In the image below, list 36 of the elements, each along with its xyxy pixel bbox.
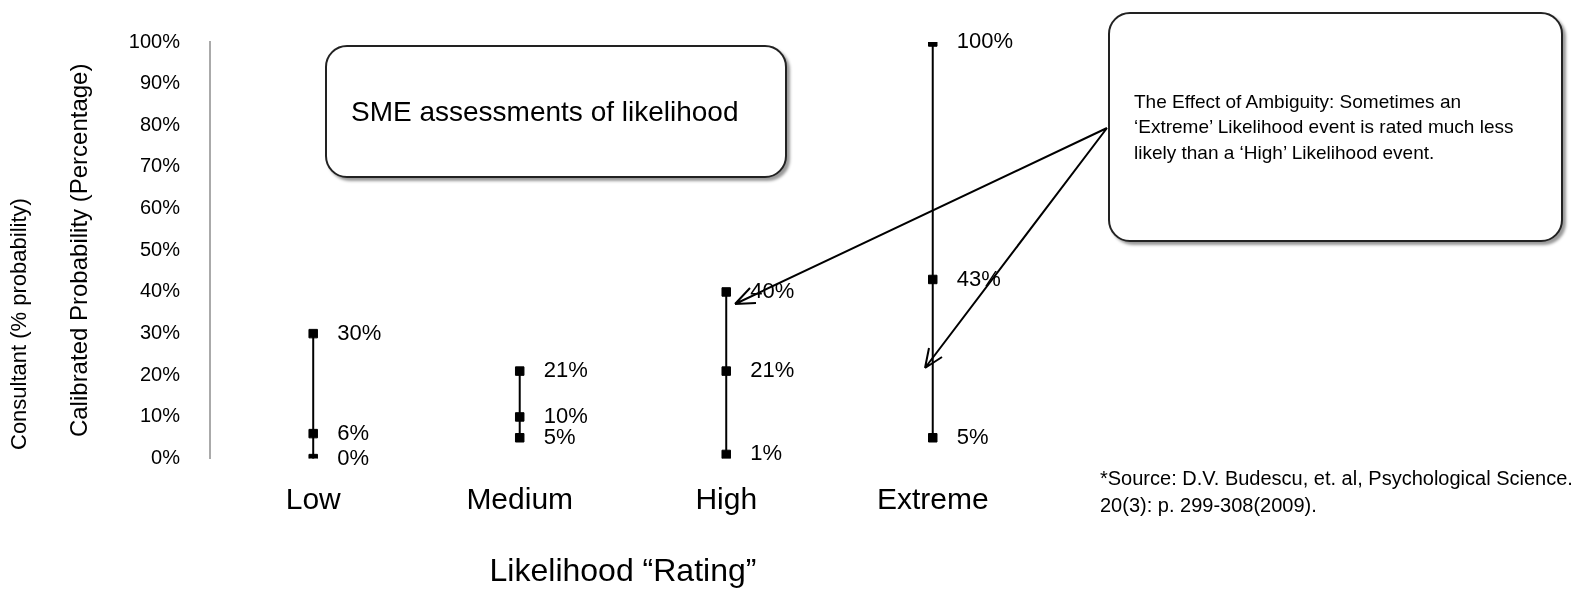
y-tick-label: 60% <box>139 196 181 219</box>
text-box: The Effect of Ambiguity: Sometimes an ‘Extreme’ Likelihood event is rated much less likely than a ‘High’ Likelihood event. <box>1108 12 1563 242</box>
point <box>514 433 525 443</box>
point <box>721 366 731 376</box>
y-tick-label: 40% <box>139 279 181 302</box>
y-tick-label: 20% <box>139 362 181 385</box>
x-tick-label: Low <box>285 481 342 515</box>
data-label: 1% <box>750 440 783 466</box>
data-label: 6% <box>337 419 370 445</box>
data-label: 5% <box>956 423 989 449</box>
text: *Source: D.V. Budescu, et. al, Psychological Science. 20(3): p. 299-308(2009). <box>1100 466 1574 518</box>
y-tick-label: 70% <box>139 154 181 177</box>
y-tick-label: 10% <box>139 404 181 427</box>
data-label: 21% <box>750 357 795 383</box>
point <box>308 328 318 339</box>
x-axis-title: Likelihood “Rating” <box>489 551 757 588</box>
point <box>928 433 938 443</box>
y-tick-label: 30% <box>139 321 181 344</box>
point <box>721 287 731 297</box>
data-label: 21% <box>543 357 588 383</box>
data-label: 0% <box>337 444 370 470</box>
text: Consultant (% probability) <box>6 198 32 450</box>
x-tick-label: Medium <box>466 481 574 515</box>
point <box>514 366 525 376</box>
x-tick-label: High <box>695 481 758 515</box>
y-axis-title: Calibrated Probability (Percentage) <box>65 63 93 438</box>
point <box>514 412 525 422</box>
y-tick-label: 100% <box>128 29 181 52</box>
y-tick-label: 0% <box>151 446 181 469</box>
data-label: 30% <box>337 319 382 345</box>
x-tick-label: Extreme <box>876 481 989 515</box>
y-tick-label: 80% <box>139 112 181 135</box>
y-tick-label: 90% <box>139 71 181 94</box>
y-tick-label: 50% <box>139 237 181 260</box>
data-label: 100% <box>956 28 1014 54</box>
text-box: SME assessments of likelihood <box>325 45 787 178</box>
